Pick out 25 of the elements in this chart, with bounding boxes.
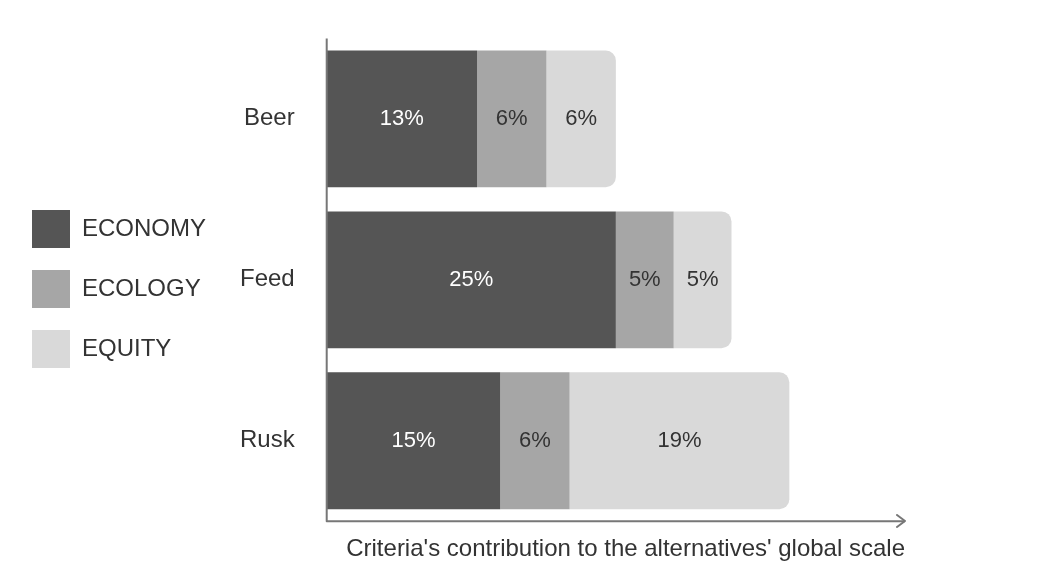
bar	[326, 50, 478, 188]
legend-label: EQUITY	[82, 333, 172, 361]
bar	[615, 211, 674, 349]
y-tick-label: Feed	[240, 264, 295, 292]
bar	[477, 50, 547, 188]
data-label: 5%	[686, 265, 719, 291]
data-label: 6%	[495, 104, 528, 130]
legend-label: ECOLOGY	[82, 273, 201, 301]
data-label: 5%	[628, 265, 661, 291]
data-label: 13%	[379, 104, 424, 130]
data-label: 15%	[391, 426, 436, 452]
x-axis-title: Criteria's contribution to the alternatives' global scale	[346, 534, 905, 562]
y-tick-label: Beer	[244, 103, 295, 131]
bar	[673, 211, 732, 349]
bar	[326, 372, 501, 510]
legend-label: ECONOMY	[82, 213, 207, 241]
bar	[546, 50, 616, 188]
data-label: 25%	[449, 265, 494, 291]
y-tick-label: Rusk	[240, 425, 296, 453]
bar	[326, 211, 616, 349]
data-label: 6%	[519, 426, 551, 452]
bar	[569, 372, 790, 510]
data-label: 6%	[565, 104, 598, 130]
bar	[500, 372, 570, 510]
data-label: 19%	[657, 426, 702, 452]
